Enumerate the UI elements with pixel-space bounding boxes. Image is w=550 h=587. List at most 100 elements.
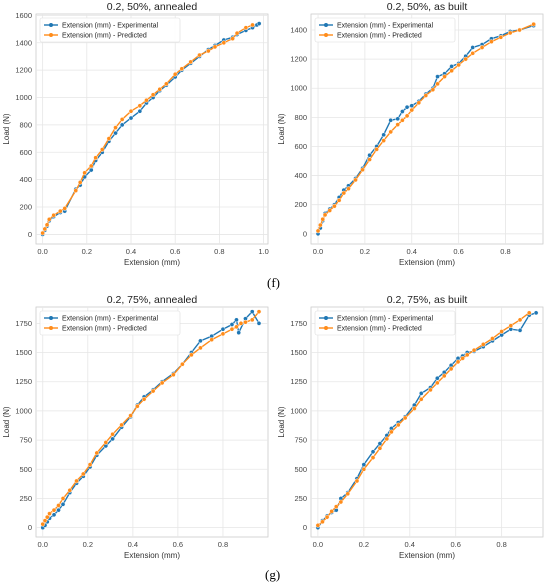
data-point-1 <box>526 310 532 316</box>
data-point-1 <box>157 86 163 92</box>
data-point-1 <box>498 34 504 40</box>
data-point-1 <box>238 320 244 326</box>
y-tick-label: 400 <box>19 175 32 184</box>
data-point-1 <box>322 212 328 218</box>
plot-area <box>35 306 269 538</box>
legend-swatch-marker <box>49 326 53 330</box>
y-tick-label: 250 <box>19 494 32 503</box>
y-tick-label: 1000 <box>290 84 307 93</box>
legend-label: Extension (mm) - Predicted <box>62 33 147 40</box>
data-point-1 <box>480 342 486 347</box>
data-point-1 <box>51 212 57 218</box>
data-point-1 <box>329 508 335 514</box>
data-point-1 <box>338 499 344 505</box>
data-point-0 <box>51 512 57 518</box>
data-point-1 <box>412 406 417 411</box>
x-tick-label: 0.8 <box>500 247 510 256</box>
data-point-0 <box>381 132 386 138</box>
x-axis-label: Extension (mm) <box>124 258 180 267</box>
data-point-1 <box>94 450 100 456</box>
x-tick-label: 0.6 <box>170 247 180 256</box>
data-point-1 <box>315 228 321 234</box>
chart-annealed-75: 0.2, 75%, annealed 0.0 0.2 0.4 0.6 0.8 0 250 500… <box>2 294 269 560</box>
legend-swatch-marker <box>49 33 53 37</box>
data-point-1 <box>103 440 109 445</box>
data-point-1 <box>189 352 194 358</box>
data-point-1 <box>463 56 469 62</box>
y-axis-label: Load (N) <box>2 113 11 144</box>
data-point-0 <box>470 45 476 50</box>
data-point-0 <box>517 328 523 333</box>
y-tick-label: 200 <box>19 203 32 212</box>
data-point-1 <box>471 347 477 353</box>
data-point-1 <box>198 345 203 351</box>
x-tick-label: 0.0 <box>313 247 323 256</box>
y-tick-label: 200 <box>294 200 307 209</box>
data-point-0 <box>236 330 242 336</box>
y-tick-label: 500 <box>19 465 32 474</box>
legend-swatch-marker <box>324 33 328 37</box>
data-point-1 <box>517 27 522 33</box>
data-point-1 <box>47 511 52 516</box>
data-point-1 <box>57 208 63 214</box>
data-point-1 <box>346 186 351 192</box>
x-tick-label: 0.6 <box>450 540 460 549</box>
data-point-1 <box>150 388 156 394</box>
series-line-0 <box>317 24 534 235</box>
y-tick-label: 1500 <box>15 348 32 357</box>
data-point-1 <box>370 455 376 460</box>
data-point-1 <box>409 107 415 113</box>
legend-label: Extension (mm) - Predicted <box>337 33 422 40</box>
data-point-1 <box>159 380 165 386</box>
data-point-1 <box>209 337 215 343</box>
data-point-1 <box>172 71 178 77</box>
x-tick-label: 0.0 <box>313 540 323 549</box>
y-tick-label: 1000 <box>15 406 32 415</box>
data-point-1 <box>507 30 513 36</box>
data-point-1 <box>77 180 83 185</box>
chart-title: 0.2, 50%, annealed <box>107 1 198 13</box>
y-tick-label: 400 <box>294 171 307 180</box>
x-tick-label: 0.2 <box>83 540 93 549</box>
data-point-1 <box>229 326 235 332</box>
data-point-1 <box>205 48 211 54</box>
data-point-1 <box>388 129 394 135</box>
y-tick-label: 600 <box>294 142 307 151</box>
data-point-0 <box>388 117 394 123</box>
data-point-1 <box>62 206 68 211</box>
data-point-1 <box>499 329 505 334</box>
y-tick-label: 750 <box>294 436 307 445</box>
data-point-1 <box>128 108 134 114</box>
x-axis-label: Extension (mm) <box>124 551 180 560</box>
legend-swatch-marker <box>49 316 53 320</box>
x-tick-label: 1.0 <box>258 247 268 256</box>
panel-label-g: (g) <box>265 567 281 582</box>
x-tick-label: 0.8 <box>218 540 228 549</box>
data-point-1 <box>220 331 226 337</box>
data-point-0 <box>249 309 255 315</box>
panel-label-f: (f) <box>267 275 280 290</box>
data-point-1 <box>82 170 87 176</box>
data-point-1 <box>150 92 156 98</box>
data-point-1 <box>164 81 169 87</box>
data-point-1 <box>384 436 390 442</box>
legend-box <box>39 17 181 43</box>
data-point-1 <box>460 356 465 361</box>
data-point-1 <box>128 413 133 418</box>
legend-box <box>314 310 456 336</box>
data-point-1 <box>106 136 112 141</box>
x-tick-label: 0.4 <box>407 247 417 256</box>
data-point-1 <box>508 323 514 329</box>
data-point-1 <box>470 50 476 56</box>
data-point-1 <box>333 504 339 509</box>
y-tick-label: 0 <box>28 230 32 239</box>
data-point-1 <box>256 309 262 315</box>
y-tick-label: 1600 <box>15 11 32 20</box>
data-point-1 <box>400 117 405 123</box>
data-point-0 <box>370 449 376 455</box>
y-tick-label: 1500 <box>290 348 307 357</box>
x-tick-label: 0.6 <box>173 540 183 549</box>
chart-title: 0.2, 75%, as built <box>387 294 468 306</box>
legend-swatch-marker <box>49 23 53 27</box>
